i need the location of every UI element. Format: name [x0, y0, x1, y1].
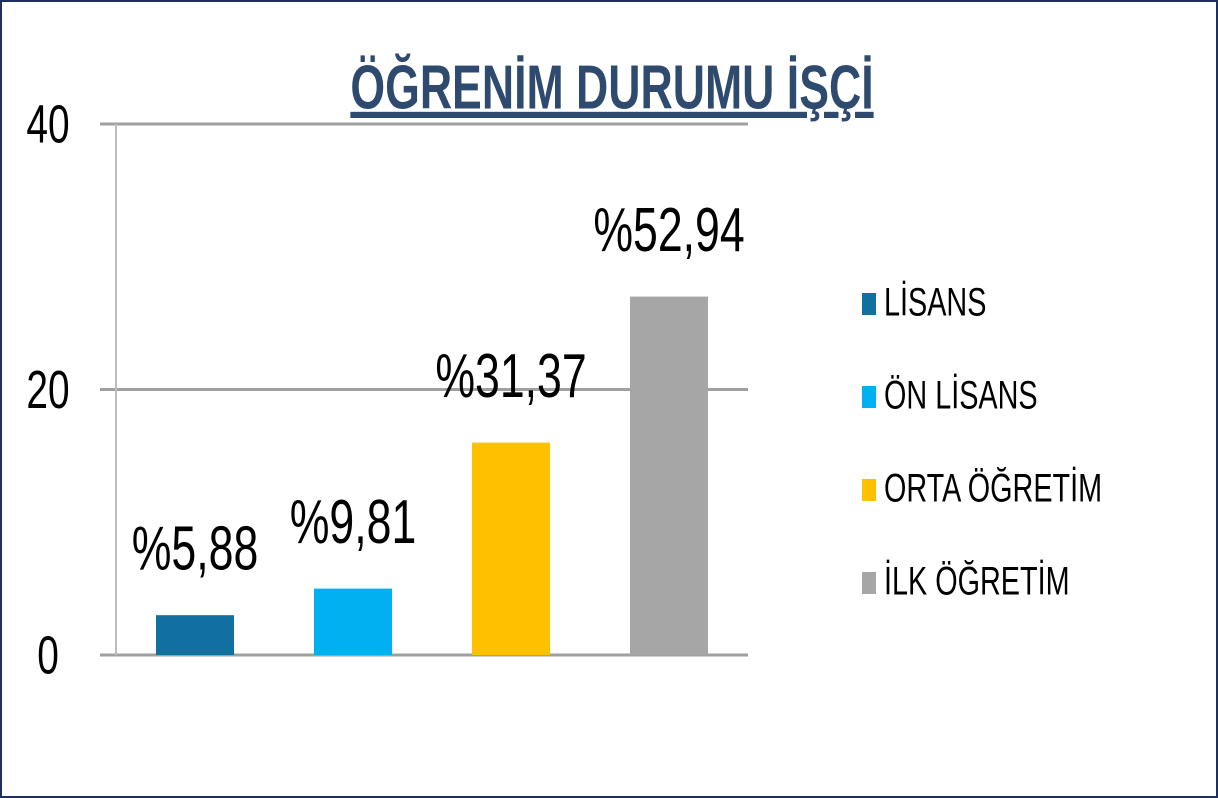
legend-label: İLK ÖĞRETİM [884, 559, 1070, 604]
legend-swatch [862, 572, 876, 594]
legend-swatch [862, 293, 876, 315]
y-tick-label: 40 [26, 93, 69, 154]
legend-swatch [862, 386, 876, 408]
data-label: %52,94 [593, 196, 744, 265]
bar [630, 296, 708, 655]
y-tick-label: 0 [37, 624, 59, 685]
data-label: %5,88 [132, 514, 259, 583]
bar [156, 615, 234, 655]
data-label: %9,81 [290, 488, 417, 557]
legend-label: ORTA ÖĞRETİM [884, 466, 1102, 511]
legend-swatch [862, 479, 876, 501]
y-tick-label: 20 [26, 358, 69, 419]
legend-label: ÖN LİSANS [884, 373, 1038, 418]
bar [314, 588, 392, 655]
bar [472, 442, 550, 655]
chart-title: ÖĞRENİM DURUMU İŞÇİ [350, 53, 873, 122]
legend-label: LİSANS [884, 280, 986, 325]
data-label: %31,37 [435, 342, 586, 411]
